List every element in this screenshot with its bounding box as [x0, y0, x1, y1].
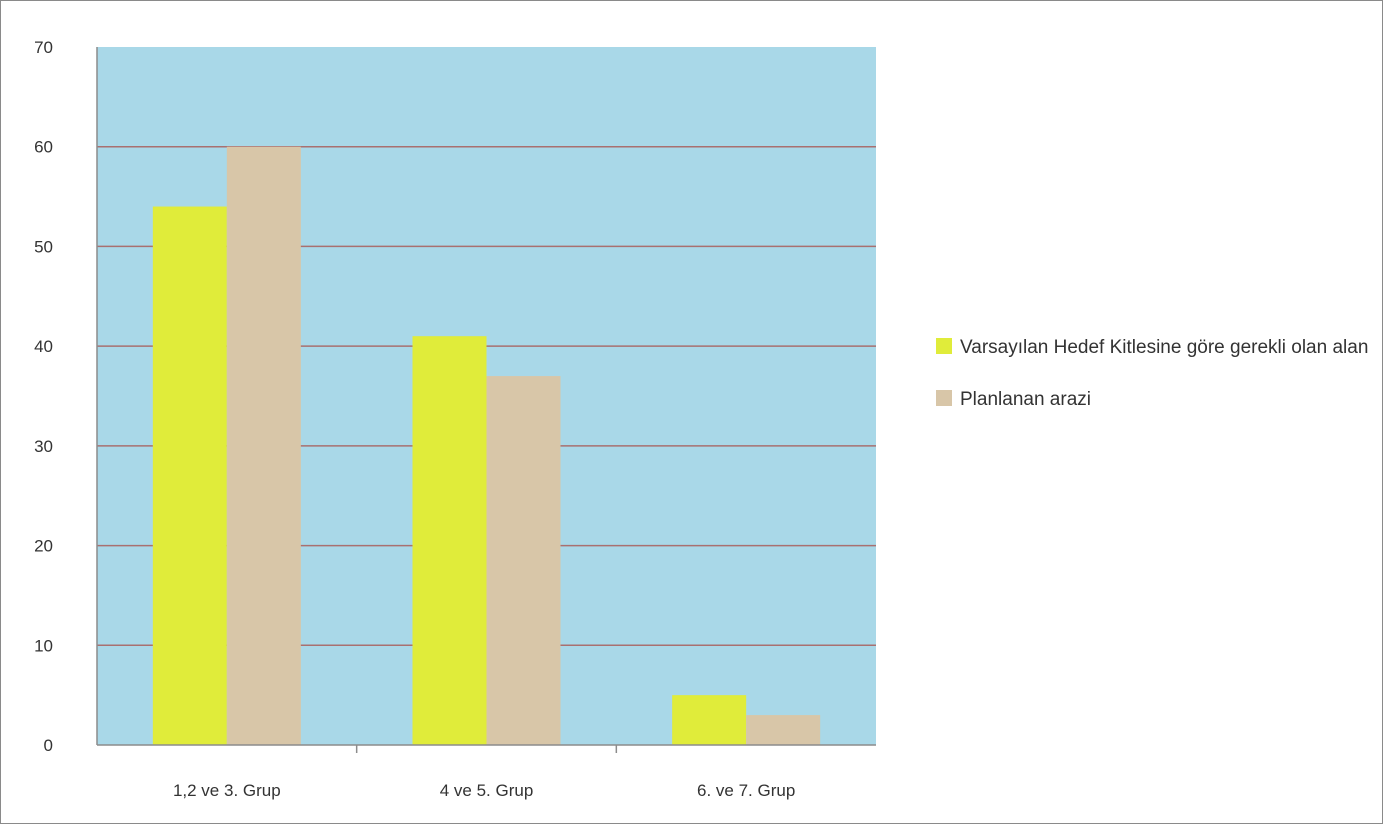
bar-series-1-1 [152, 206, 227, 746]
x-tick-labels: 1,2 ve 3. Grup 4 ve 5. Grup 6. ve 7. Grup [173, 745, 795, 800]
y-tick-label: 40 [34, 337, 53, 356]
bar-series-2-1 [226, 146, 301, 745]
bar-series-2-3 [746, 715, 821, 745]
y-tick-label: 0 [44, 736, 53, 755]
legend-item-series-1: Varsayılan Hedef Kitlesine göre gerekli … [936, 333, 1376, 363]
x-tick-label: 6. ve 7. Grup [697, 781, 795, 800]
legend-swatch-series-2 [936, 390, 952, 406]
bar-series-2-2 [486, 376, 561, 745]
legend: Varsayılan Hedef Kitlesine göre gerekli … [936, 333, 1376, 437]
y-tick-label: 20 [34, 537, 53, 556]
bar-series-1-2 [412, 336, 487, 745]
bar-series-1-3 [672, 695, 747, 745]
y-tick-label: 30 [34, 437, 53, 456]
y-tick-label: 50 [34, 237, 53, 256]
x-tick-label: 1,2 ve 3. Grup [173, 781, 281, 800]
x-tick-label: 4 ve 5. Grup [440, 781, 534, 800]
y-tick-label: 70 [34, 38, 53, 57]
legend-label-series-1: Varsayılan Hedef Kitlesine göre gerekli … [960, 337, 1369, 358]
legend-label-series-2: Planlanan arazi [960, 389, 1091, 410]
y-tick-label: 60 [34, 138, 53, 157]
y-tick-labels: 0 10 20 30 40 50 60 70 [34, 38, 53, 755]
legend-item-series-2: Planlanan arazi [936, 385, 1376, 415]
legend-swatch-series-1 [936, 338, 952, 354]
bars [152, 146, 821, 746]
y-tick-label: 10 [34, 636, 53, 655]
